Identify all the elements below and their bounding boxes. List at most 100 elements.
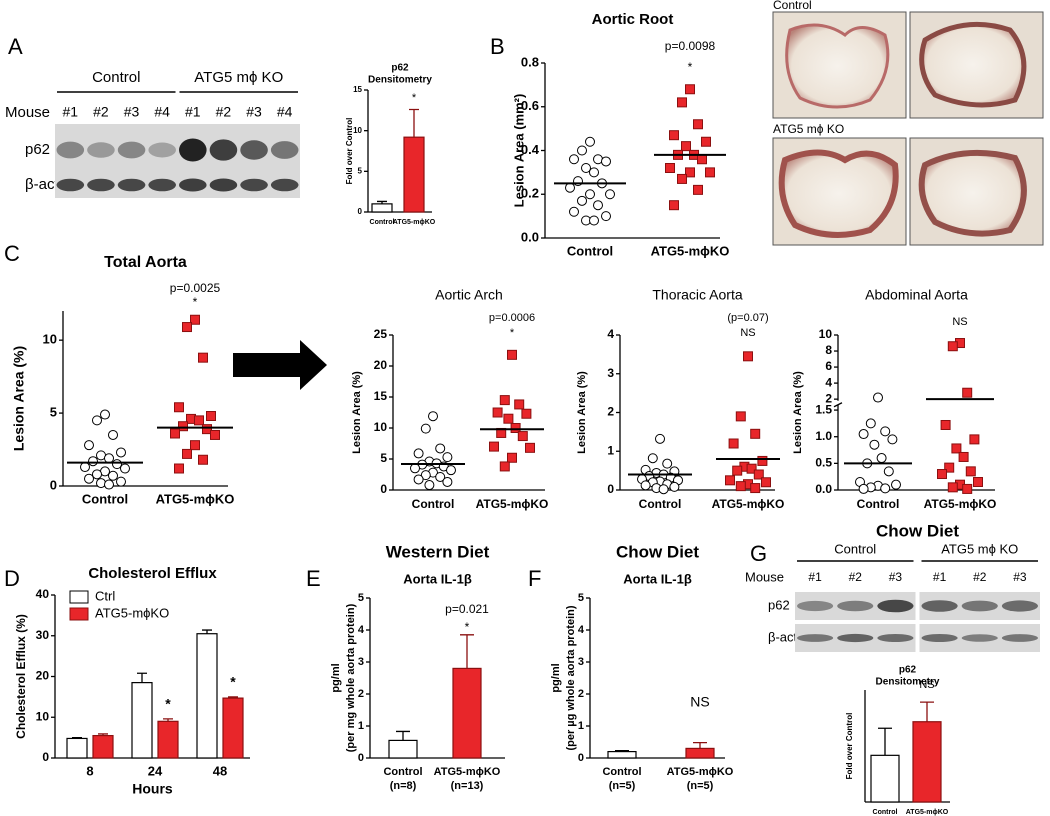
point — [190, 440, 200, 451]
y-tick-label: 10 — [374, 420, 388, 434]
point — [182, 322, 192, 333]
point — [507, 452, 517, 463]
panel-label: F — [528, 566, 541, 591]
point — [100, 409, 110, 420]
point — [944, 462, 955, 473]
tissue — [778, 149, 899, 238]
chart-subtitle: Aorta IL-1β — [403, 571, 472, 586]
x-tick-label: ATG5-mϕKO — [156, 491, 235, 506]
point — [640, 480, 651, 491]
panel-label: C — [4, 241, 20, 266]
point — [647, 453, 658, 464]
histology-images — [772, 11, 1044, 246]
annotation: p=0.021 — [445, 602, 489, 616]
y-tick-label: 5 — [578, 592, 584, 604]
point — [420, 470, 431, 481]
row-label: Mouse — [5, 104, 50, 121]
y-axis-label: (per mg whole aorta protein) — [345, 603, 357, 752]
point — [947, 482, 958, 493]
point — [705, 167, 715, 178]
y-tick-label: 0.6 — [521, 98, 539, 113]
point — [446, 465, 456, 476]
point — [669, 130, 679, 141]
y-tick-label: 2 — [358, 688, 364, 700]
band — [209, 178, 238, 192]
row-label: p62 — [768, 597, 790, 612]
chart-title: Aortic Root — [592, 11, 674, 28]
bar — [912, 721, 942, 803]
chart-title: Aortic Arch — [435, 287, 503, 303]
point — [865, 418, 876, 429]
bar — [607, 750, 637, 759]
lane-label: #2 — [216, 104, 232, 120]
annotation: NS — [952, 316, 967, 328]
tissue — [918, 149, 1027, 237]
legend-label: ATG5-mϕKO — [95, 605, 169, 620]
chart-title: Densitometry — [368, 75, 432, 86]
point — [565, 182, 575, 193]
point — [750, 483, 761, 494]
point — [492, 407, 503, 418]
x-tick-label: ATG5-mϕKO — [924, 497, 997, 511]
blot-group-label: ATG5 mϕ KO — [941, 541, 1018, 556]
y-axis-label: Fold over Control — [845, 713, 854, 780]
blot-title: Chow Diet — [876, 521, 959, 540]
point — [725, 475, 735, 486]
annotation: * — [165, 696, 171, 712]
annotation: * — [412, 92, 417, 104]
x-tick-label: ATG5-mϕKO — [393, 219, 436, 226]
point — [120, 463, 130, 474]
point — [858, 483, 869, 494]
point — [665, 163, 675, 173]
y-tick-label: 6 — [825, 359, 832, 373]
point — [858, 429, 869, 440]
lane-label: #2 — [849, 570, 863, 584]
point — [581, 163, 591, 173]
lane-label: #3 — [889, 570, 903, 584]
chart-title: Western Diet — [386, 542, 490, 561]
bar — [371, 203, 393, 213]
point — [662, 458, 673, 469]
legend-swatch — [69, 590, 89, 604]
y-tick-label: 2 — [578, 688, 584, 700]
point — [489, 441, 499, 452]
point — [757, 455, 768, 466]
band — [921, 600, 958, 612]
x-tick-label: ATG5-mϕKO — [906, 809, 949, 816]
y-tick-label: 40 — [36, 587, 50, 601]
x-tick-label: Control — [602, 766, 641, 778]
bar — [157, 720, 179, 759]
x-tick-label: ATG5-mϕKO — [476, 497, 549, 511]
band — [117, 141, 146, 159]
chart-title: Densitometry — [876, 677, 940, 688]
error-bar — [409, 108, 419, 138]
point — [589, 215, 599, 226]
y-tick-label: 0 — [358, 752, 364, 764]
chart-title: p62 — [899, 665, 917, 676]
bar — [196, 633, 218, 759]
y-tick-label: 3 — [578, 656, 584, 668]
y-axis-label: Fold over Control — [345, 118, 354, 185]
y-tick-label: 15 — [374, 389, 388, 403]
annotation: (p=0.07) — [727, 312, 768, 324]
point — [880, 426, 891, 437]
y-tick-label: 5 — [380, 451, 387, 465]
error-bar — [460, 634, 474, 669]
y-tick-label: 0.2 — [521, 186, 539, 201]
point — [507, 349, 517, 360]
y-tick-label: 0.4 — [521, 142, 540, 157]
band — [1001, 600, 1038, 612]
point — [937, 469, 947, 480]
band — [877, 599, 914, 613]
band — [148, 142, 176, 158]
bar — [66, 737, 88, 759]
y-tick-label: 0.8 — [521, 54, 539, 69]
point — [605, 189, 615, 200]
band — [961, 600, 998, 612]
y-tick-label: 0 — [358, 207, 363, 216]
point — [655, 433, 665, 444]
point — [428, 411, 438, 422]
lane-label: #2 — [973, 570, 987, 584]
point — [732, 465, 743, 476]
